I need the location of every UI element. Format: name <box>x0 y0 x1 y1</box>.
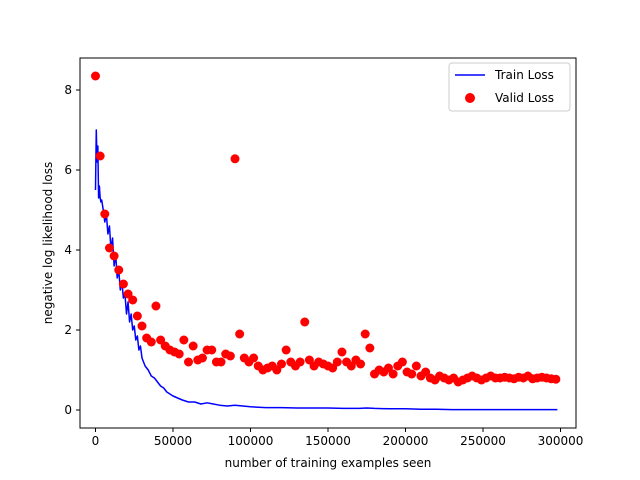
valid-loss-point <box>235 329 245 339</box>
y-tick-label: 8 <box>64 83 72 97</box>
valid-loss-point <box>249 353 259 363</box>
valid-loss-point <box>95 151 105 161</box>
valid-loss-point <box>100 209 110 219</box>
y-axis-ticks: 0 2 4 6 8 <box>64 83 80 417</box>
valid-loss-point <box>337 347 347 357</box>
valid-loss-point <box>360 329 370 339</box>
x-tick-label: 50000 <box>154 434 192 448</box>
valid-loss-point <box>109 251 119 261</box>
valid-loss-point <box>104 243 114 253</box>
x-tick-label: 250000 <box>460 434 506 448</box>
valid-loss-point <box>207 345 217 355</box>
y-tick-label: 4 <box>64 243 72 257</box>
valid-loss-point <box>230 154 240 164</box>
valid-loss-point <box>388 369 398 379</box>
valid-loss-point <box>197 353 207 363</box>
valid-loss-point <box>281 345 291 355</box>
valid-loss-point <box>295 357 305 367</box>
x-tick-label: 150000 <box>305 434 351 448</box>
x-tick-label: 100000 <box>228 434 274 448</box>
valid-loss-point <box>132 311 142 321</box>
x-axis-ticks: 0 50000 100000 150000 200000 250000 300000 <box>92 428 584 448</box>
valid-loss-point <box>225 351 235 361</box>
y-tick-label: 6 <box>64 163 72 177</box>
valid-loss-point <box>407 369 417 379</box>
valid-loss-point <box>365 343 375 353</box>
valid-loss-point <box>356 359 366 369</box>
valid-loss-point <box>137 321 147 331</box>
x-tick-label: 200000 <box>383 434 429 448</box>
valid-loss-point <box>332 357 342 367</box>
y-axis-label: negative log likelihood loss <box>41 162 55 325</box>
valid-loss-point <box>300 317 310 327</box>
valid-loss-point <box>114 265 124 275</box>
series-group <box>91 71 561 411</box>
valid-loss-point <box>277 359 286 369</box>
valid-loss-point <box>216 357 226 367</box>
train-loss-line <box>94 129 558 411</box>
y-tick-label: 2 <box>64 323 72 337</box>
valid-loss-point <box>551 374 561 384</box>
legend: Train Loss Valid Loss <box>448 62 571 112</box>
x-axis-label: number of training examples seen <box>225 456 432 470</box>
x-tick-label: 0 <box>92 434 100 448</box>
legend-train-label: Train Loss <box>494 68 554 82</box>
valid-loss-point <box>179 335 189 345</box>
plot-area <box>91 71 561 411</box>
valid-loss-point <box>184 357 193 367</box>
y-tick-label: 0 <box>64 403 72 417</box>
valid-loss-point <box>174 349 184 359</box>
valid-loss-point <box>397 357 407 367</box>
valid-loss-point <box>128 295 138 305</box>
valid-loss-point <box>118 279 128 289</box>
legend-valid-label: Valid Loss <box>495 91 554 105</box>
valid-loss-point <box>151 301 161 311</box>
valid-loss-point <box>91 71 100 81</box>
valid-loss-point <box>188 341 198 351</box>
legend-valid-swatch <box>465 93 475 103</box>
valid-loss-point <box>411 361 421 371</box>
x-tick-label: 300000 <box>538 434 584 448</box>
valid-loss-point <box>146 337 156 347</box>
